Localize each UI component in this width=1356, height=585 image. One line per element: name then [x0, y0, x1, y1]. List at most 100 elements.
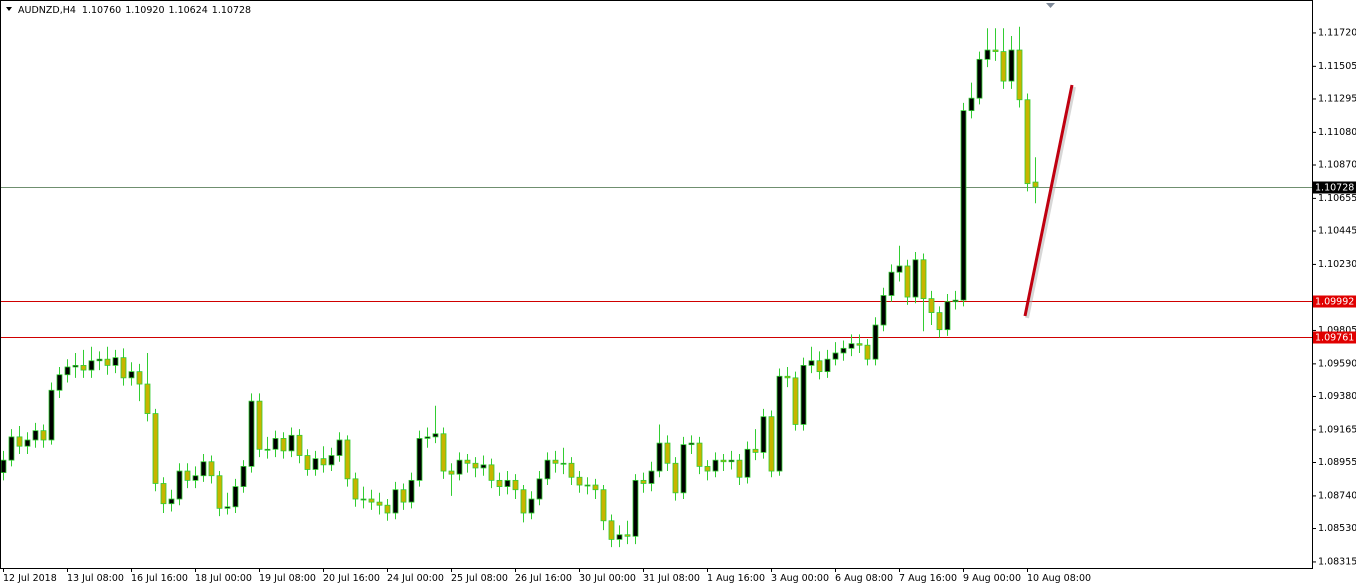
- level-label: 1.10728: [1315, 183, 1354, 194]
- candle-body: [520, 489, 527, 514]
- candle-body: [744, 448, 751, 478]
- x-tick-label: 24 Jul 00:00: [387, 573, 444, 584]
- x-tick-label: 7 Aug 16:00: [899, 573, 957, 584]
- y-tick-label: 1.11080: [1318, 127, 1356, 138]
- y-tick-label: 1.09590: [1318, 358, 1356, 369]
- header-value: 1.10624: [169, 5, 208, 16]
- candle-body: [704, 465, 711, 472]
- header-value: 1.10728: [212, 5, 251, 16]
- y-tick-label: 1.08530: [1318, 523, 1356, 534]
- level-label: 1.09992: [1315, 297, 1354, 308]
- candle-body: [736, 459, 743, 478]
- candle-body: [8, 436, 15, 461]
- candle-body: [952, 299, 959, 303]
- candle-body: [264, 448, 271, 451]
- candle-body: [568, 462, 575, 478]
- candle-body: [864, 344, 871, 360]
- candle-body: [432, 433, 439, 438]
- x-tick-label: 26 Jul 16:00: [515, 573, 572, 584]
- candle-body: [312, 458, 319, 470]
- candle-body: [896, 265, 903, 273]
- x-tick-label: 12 Jul 2018: [3, 573, 57, 584]
- y-tick-label: 1.11295: [1318, 93, 1356, 104]
- plot-area: [0, 26, 1312, 548]
- candle-body: [792, 377, 799, 425]
- x-tick-label: 13 Jul 08:00: [67, 573, 124, 584]
- candle-body: [920, 259, 927, 300]
- candle-body: [960, 110, 967, 301]
- candle-body: [712, 459, 719, 472]
- candle-body: [936, 312, 943, 331]
- candle-body: [296, 434, 303, 456]
- candle-body: [216, 475, 223, 509]
- candle-body: [720, 459, 727, 463]
- candle-body: [256, 400, 263, 450]
- trend-line: [1023, 84, 1074, 317]
- candle-body: [688, 442, 695, 446]
- candle-body: [344, 439, 351, 480]
- candle-body: [624, 534, 631, 537]
- candle-body: [968, 97, 975, 112]
- candle-body: [944, 301, 951, 331]
- candle-body: [56, 374, 63, 391]
- candle-body: [424, 436, 431, 439]
- y-tick-label: 1.10230: [1318, 259, 1356, 270]
- y-tick-label: 1.11720: [1318, 27, 1356, 38]
- candle-body: [752, 448, 759, 453]
- candle-body: [848, 343, 855, 349]
- candle-body: [168, 498, 175, 505]
- candle-body: [368, 498, 375, 503]
- candle-body: [616, 534, 623, 540]
- candle-body: [480, 464, 487, 469]
- candle-body: [512, 479, 519, 491]
- candle-body: [664, 442, 671, 464]
- candle-body: [304, 455, 311, 470]
- candle-body: [272, 438, 279, 450]
- candle-body: [976, 58, 983, 99]
- x-tick-label: 10 Aug 08:00: [1027, 573, 1091, 584]
- plot-border: [0, 0, 1313, 569]
- candle-body: [928, 298, 935, 313]
- candle-body: [144, 383, 151, 414]
- candle-body: [472, 462, 479, 469]
- shift-marker: [1046, 3, 1055, 8]
- candle-body: [1008, 49, 1015, 82]
- candle-body: [552, 459, 559, 464]
- candle-body: [672, 462, 679, 494]
- y-tick-label: 1.09165: [1318, 424, 1356, 435]
- candle-body: [784, 375, 791, 379]
- candle-body: [192, 475, 199, 481]
- header-value: 1.10920: [125, 5, 164, 16]
- candle-body: [128, 371, 135, 379]
- candle-body: [24, 439, 31, 447]
- level-label-box: [1313, 181, 1356, 194]
- candle-body: [200, 461, 207, 477]
- candle-body: [208, 461, 215, 477]
- candle-body: [816, 360, 823, 373]
- candle-body: [360, 498, 367, 501]
- candle-body: [152, 413, 159, 484]
- candle-body: [912, 259, 919, 298]
- y-tick-label: 1.09380: [1318, 391, 1356, 402]
- candle-body: [352, 478, 359, 500]
- level-label-box: [1313, 331, 1356, 344]
- candle-body: [496, 479, 503, 487]
- candle-body: [584, 484, 591, 487]
- candle-body: [400, 489, 407, 503]
- candle-body: [280, 438, 287, 452]
- candle-body: [992, 49, 999, 52]
- candle-body: [232, 486, 239, 508]
- candle-body: [0, 459, 7, 474]
- candle-body: [240, 465, 247, 487]
- candle-body: [384, 504, 391, 514]
- candle-body: [120, 357, 127, 379]
- candle-body: [680, 444, 687, 494]
- candle-body: [776, 375, 783, 472]
- candle-body: [600, 489, 607, 522]
- candle-body: [88, 360, 95, 371]
- candle-body: [632, 479, 639, 537]
- candle-body: [984, 49, 991, 60]
- candle-body: [840, 347, 847, 354]
- y-tick-label: 1.08955: [1318, 457, 1356, 468]
